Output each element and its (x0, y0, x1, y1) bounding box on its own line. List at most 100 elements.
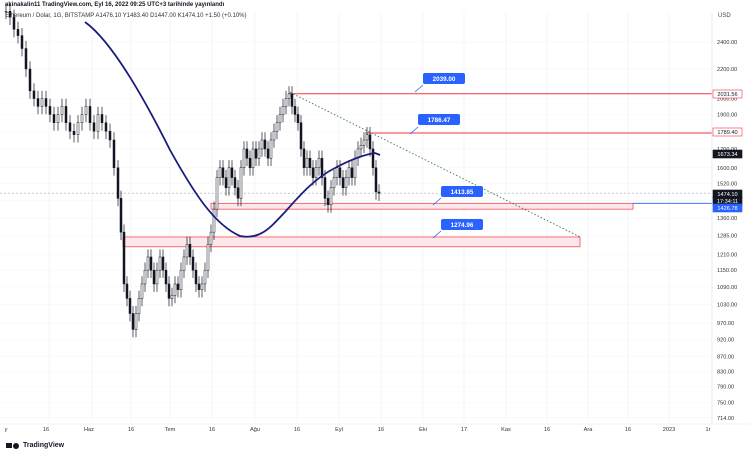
time-axis[interactable]: y 16 Haz 16 Tem 16 Ağu 16 Eyl 16 Eki 17 Kas 16 Ara 16 20… (5, 427, 711, 433)
candle-body (119, 198, 123, 233)
annotation-box[interactable] (418, 114, 460, 125)
annotation-pointer (409, 126, 419, 135)
candle-body (257, 148, 261, 159)
annotation-box[interactable] (441, 219, 483, 230)
candlestick-series (4, 3, 381, 338)
candle-body (116, 167, 120, 199)
candle-body (155, 269, 159, 285)
time-tick-label: Ağu (250, 427, 260, 433)
price-tick-label: 920.00 (717, 337, 734, 343)
candle-body (161, 256, 165, 271)
candle-body (326, 198, 330, 206)
price-label-text: 2031.56 (717, 92, 737, 98)
candle-body (281, 106, 285, 115)
candle-body (269, 139, 273, 159)
price-label-box[interactable] (712, 127, 743, 137)
price-label-text: 1673.34 (717, 152, 737, 158)
candle-body (84, 106, 88, 115)
candle-body (236, 187, 240, 199)
candle-body (203, 269, 207, 285)
price-tick-label: 1210.00 (717, 252, 737, 258)
candle-body (344, 177, 348, 189)
candle-body (12, 16, 16, 30)
candle-body (239, 167, 243, 199)
candle-body (128, 298, 132, 314)
time-tick-label: 16 (378, 427, 384, 433)
price-tick-label: 2000.00 (717, 97, 737, 103)
price-tick-label: 870.00 (717, 355, 734, 361)
candle-body (28, 68, 32, 92)
candle-body (248, 157, 252, 169)
candle-body (341, 177, 345, 189)
price-tick-label: 1090.00 (717, 285, 737, 291)
currency-label: USD (718, 13, 731, 19)
descending-trendline[interactable] (289, 92, 581, 238)
time-tick-label: 16 (209, 427, 215, 433)
annotation-text: 2039.00 (433, 76, 456, 83)
time-tick-label: Haz (84, 427, 94, 433)
time-tick-label: Ara (584, 427, 594, 433)
price-tick-label: 1030.00 (717, 302, 737, 308)
price-axis[interactable]: 2400.002200.002000.001900.001800.001700.… (717, 40, 737, 422)
support-zone-upper[interactable] (210, 202, 634, 210)
candle-body (224, 177, 228, 189)
candle-body (92, 122, 96, 132)
candle-body (125, 283, 129, 299)
time-tick-label: 16 (544, 427, 550, 433)
candle-body (52, 114, 56, 123)
candle-body (206, 244, 210, 271)
price-tick-label: 1150.00 (717, 268, 737, 274)
annotation-box[interactable] (441, 186, 483, 197)
price-label-box[interactable] (712, 149, 743, 159)
support-zone-lower[interactable] (122, 236, 581, 248)
candle-body (8, 11, 12, 18)
moving-average-line (84, 21, 381, 238)
price-label-text: 1789.40 (717, 130, 737, 136)
candle-body (100, 114, 104, 123)
candle-body (359, 145, 363, 150)
price-tick-label: 790.00 (717, 385, 734, 391)
candle-body (266, 148, 270, 159)
candle-body (140, 283, 144, 299)
candle-body (287, 93, 291, 99)
candle-body (218, 167, 222, 178)
candle-body (149, 256, 153, 271)
price-tick-label: 1360.00 (717, 216, 737, 222)
time-tick-label: 16 (43, 427, 49, 433)
candle-body (36, 98, 40, 107)
price-tick-label: 2200.00 (717, 67, 737, 73)
candle-body (335, 167, 339, 178)
candle-body (68, 122, 72, 132)
candle-body (170, 295, 174, 299)
candle-body (293, 106, 297, 115)
price-axis-labels[interactable]: 2031.56 1789.40 1673.34 1474.1017:34:111426… (712, 89, 743, 213)
candle-body (80, 114, 84, 123)
candle-body (44, 98, 48, 107)
candle-body (137, 298, 141, 314)
annotation-labels[interactable]: 2039.00 1786.47 1413.85 1274.96 (409, 73, 483, 239)
annotation-box[interactable] (423, 73, 465, 84)
price-label-box[interactable] (712, 203, 743, 213)
candle-body (88, 106, 92, 123)
price-label-box[interactable] (712, 89, 743, 99)
candle-body (374, 167, 378, 193)
candle-body (320, 157, 324, 178)
candle-body (64, 106, 68, 123)
symbol-line: Ethereum / Dolar, 1G, BITSTAMP A1476.10 … (5, 13, 247, 19)
vertical-grid (48, 12, 670, 422)
candle-body (332, 177, 336, 189)
candle-body (24, 48, 28, 70)
candle-body (179, 269, 183, 290)
price-tick-label: 750.00 (717, 401, 734, 407)
price-tick-label: 1285.00 (717, 234, 737, 240)
candle-body (227, 167, 231, 189)
candle-body (296, 114, 300, 123)
candle-body (146, 256, 150, 271)
candle-body (338, 167, 342, 178)
price-tick-label: 2400.00 (717, 40, 737, 46)
candle-body (275, 122, 279, 132)
candle-body (173, 283, 177, 296)
time-tick-label: 16 (625, 427, 631, 433)
candle-body (272, 130, 276, 141)
